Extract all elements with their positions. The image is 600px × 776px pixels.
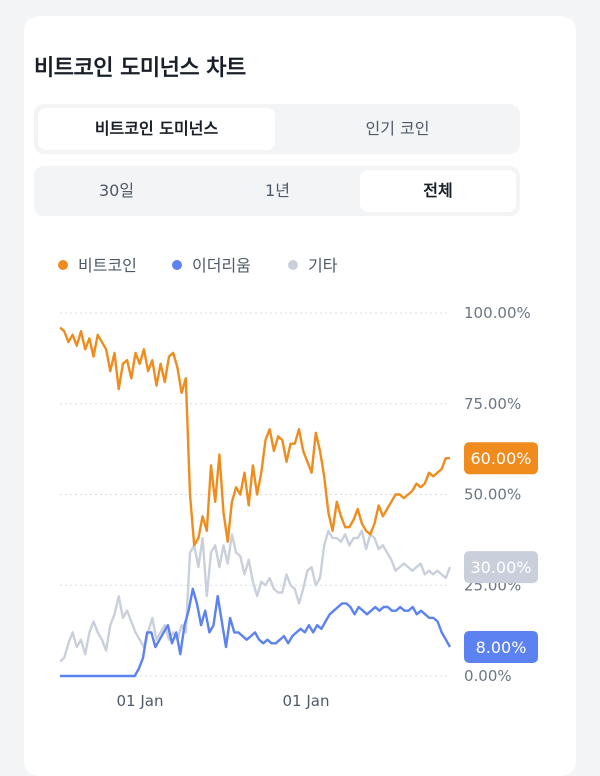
- ethereum-dot-icon: [172, 260, 182, 270]
- value-badge-bitcoin: 60.00%: [464, 442, 538, 475]
- legend-bitcoin-label: 비트코인: [78, 256, 137, 275]
- page-title: 비트코인 도미넌스 차트: [34, 56, 246, 81]
- value-badge-label: 30.00%: [470, 558, 531, 577]
- bitcoin-dot-icon: [58, 260, 68, 270]
- series-line-ethereum: [60, 587, 452, 678]
- x-tick-label: 01 Jan: [283, 692, 330, 710]
- legend-other-label: 기타: [308, 256, 338, 275]
- tab-popular-coins[interactable]: 인기 코인: [365, 119, 430, 138]
- legend-ethereum[interactable]: 이더리움: [172, 252, 251, 276]
- value-badge-label: 60.00%: [470, 449, 531, 468]
- y-tick-label: 0.00%: [464, 667, 512, 685]
- range-30d[interactable]: 30일: [98, 181, 135, 200]
- series-line-bitcoin: [59, 326, 450, 547]
- y-tick-label: 75.00%: [464, 395, 521, 413]
- x-tick-label: 01 Jan: [117, 692, 164, 710]
- value-badge-label: 8.00%: [476, 638, 527, 657]
- series-line-other: [59, 529, 452, 663]
- tab-bitcoin-dominance[interactable]: 비트코인 도미넌스: [38, 108, 275, 150]
- legend-ethereum-label: 이더리움: [192, 256, 251, 275]
- range-tabs: 30일 1년 전체: [34, 166, 520, 216]
- legend-bitcoin[interactable]: 비트코인: [58, 252, 137, 276]
- dominance-line-chart: 100.00%75.00%50.00%25.00%0.00%01 Jan 01 J…: [59, 304, 538, 710]
- range-all[interactable]: 전체: [360, 170, 516, 212]
- range-1y[interactable]: 1년: [265, 181, 290, 200]
- y-tick-label: 100.00%: [464, 304, 531, 322]
- value-badge-ethereum: 8.00%: [464, 630, 538, 663]
- value-badge-other: 30.00%: [464, 551, 538, 584]
- view-tabs: 비트코인 도미넌스 인기 코인: [34, 104, 520, 154]
- legend-other[interactable]: 기타: [288, 252, 337, 276]
- y-tick-label: 50.00%: [464, 486, 521, 504]
- other-dot-icon: [288, 260, 298, 270]
